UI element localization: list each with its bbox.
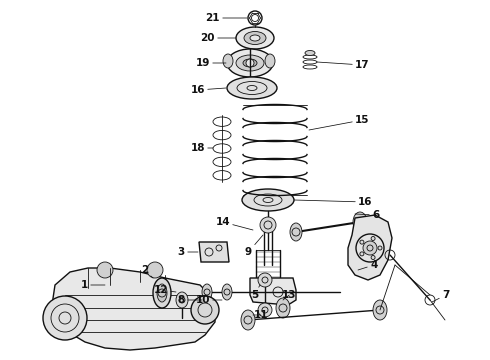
Text: 9: 9 bbox=[245, 235, 263, 257]
Ellipse shape bbox=[157, 284, 167, 302]
Ellipse shape bbox=[353, 212, 367, 232]
Ellipse shape bbox=[241, 310, 255, 330]
Circle shape bbox=[360, 252, 364, 256]
Text: 20: 20 bbox=[200, 33, 236, 43]
Text: 15: 15 bbox=[309, 115, 369, 130]
Ellipse shape bbox=[222, 284, 232, 300]
Ellipse shape bbox=[265, 54, 275, 68]
Ellipse shape bbox=[227, 77, 277, 99]
Circle shape bbox=[97, 262, 113, 278]
Ellipse shape bbox=[290, 223, 302, 241]
Circle shape bbox=[371, 256, 375, 260]
Ellipse shape bbox=[236, 27, 274, 49]
Text: 18: 18 bbox=[191, 143, 213, 153]
Ellipse shape bbox=[244, 31, 266, 45]
Ellipse shape bbox=[243, 59, 257, 67]
Text: 6: 6 bbox=[355, 210, 379, 220]
Text: 19: 19 bbox=[196, 58, 226, 68]
Ellipse shape bbox=[227, 49, 273, 77]
Ellipse shape bbox=[236, 55, 264, 71]
Text: 5: 5 bbox=[251, 285, 260, 300]
Circle shape bbox=[360, 240, 364, 244]
Ellipse shape bbox=[153, 278, 171, 308]
Circle shape bbox=[363, 241, 377, 255]
Text: 1: 1 bbox=[81, 280, 105, 290]
Text: 17: 17 bbox=[317, 60, 369, 70]
Ellipse shape bbox=[250, 35, 260, 41]
Polygon shape bbox=[199, 242, 229, 262]
Text: 7: 7 bbox=[432, 290, 449, 302]
Text: 12: 12 bbox=[153, 285, 176, 295]
Ellipse shape bbox=[223, 54, 233, 68]
Circle shape bbox=[260, 217, 276, 233]
Polygon shape bbox=[348, 215, 392, 280]
Ellipse shape bbox=[276, 298, 290, 318]
Text: 16: 16 bbox=[191, 85, 226, 95]
Text: 13: 13 bbox=[282, 290, 296, 300]
Text: 10: 10 bbox=[196, 295, 222, 305]
Text: 8: 8 bbox=[178, 295, 202, 305]
Circle shape bbox=[371, 237, 375, 240]
Circle shape bbox=[378, 246, 382, 250]
Ellipse shape bbox=[176, 292, 188, 308]
Circle shape bbox=[43, 296, 87, 340]
Circle shape bbox=[191, 296, 219, 324]
Ellipse shape bbox=[202, 284, 212, 300]
Text: 11: 11 bbox=[253, 310, 268, 320]
Ellipse shape bbox=[305, 50, 315, 55]
Ellipse shape bbox=[373, 300, 387, 320]
Text: 14: 14 bbox=[216, 217, 253, 230]
Polygon shape bbox=[250, 278, 296, 305]
Circle shape bbox=[246, 59, 254, 67]
Circle shape bbox=[258, 273, 272, 287]
Ellipse shape bbox=[242, 189, 294, 211]
Text: 21: 21 bbox=[205, 13, 247, 23]
Text: 2: 2 bbox=[141, 265, 153, 278]
Circle shape bbox=[147, 262, 163, 278]
Polygon shape bbox=[52, 268, 215, 350]
Text: 16: 16 bbox=[294, 197, 372, 207]
Circle shape bbox=[258, 303, 272, 317]
Text: 3: 3 bbox=[178, 247, 198, 257]
Text: 4: 4 bbox=[358, 260, 377, 270]
